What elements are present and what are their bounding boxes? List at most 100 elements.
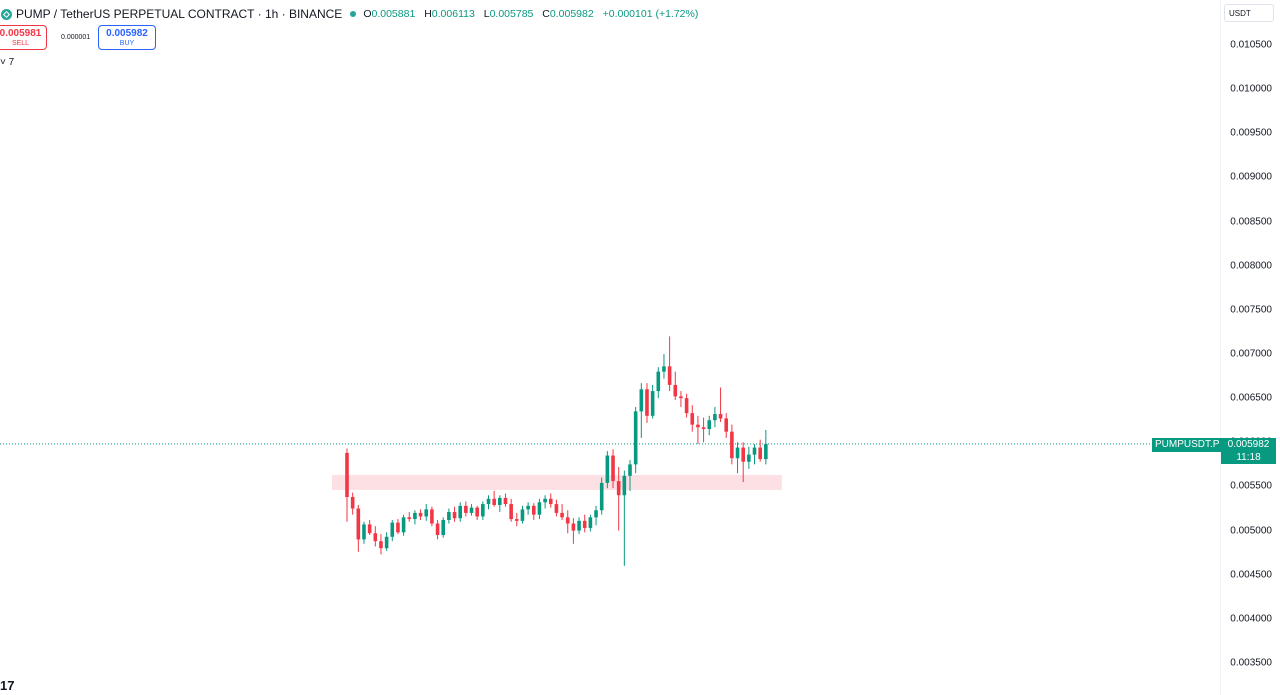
candle-body xyxy=(498,497,502,505)
sell-button[interactable]: 0.005981 SELL xyxy=(0,25,47,50)
candle-body xyxy=(543,498,547,503)
supply-zone-rectangle xyxy=(332,474,782,490)
sell-label: SELL xyxy=(11,39,30,47)
symbol-price-label: PUMPUSDT.P xyxy=(1152,438,1223,452)
buy-button[interactable]: 0.005982 BUY xyxy=(98,25,156,50)
candle-body xyxy=(582,520,587,528)
candle-body xyxy=(735,447,740,459)
bar-countdown: 11:18 xyxy=(1236,452,1261,463)
candle-body xyxy=(447,512,451,520)
indicators-toggle[interactable]: ˅ 7 xyxy=(0,57,15,68)
candle-body xyxy=(520,509,525,521)
candle-body xyxy=(577,520,581,531)
candle-body xyxy=(645,389,649,416)
price-tick-label: 0.008500 xyxy=(1230,216,1272,228)
candle-body xyxy=(464,505,468,513)
buy-label: BUY xyxy=(119,39,135,47)
candle-body xyxy=(594,510,598,518)
candle-body xyxy=(690,413,695,425)
candle-body xyxy=(633,411,638,465)
last-price-value: 0.005982 xyxy=(1227,439,1270,450)
candle-body xyxy=(356,508,361,540)
candle-body xyxy=(396,522,400,533)
price-axis[interactable]: 0.010500 0.010000 0.009500 0.009000 0.008500… xyxy=(1220,0,1280,695)
candle-body xyxy=(475,507,479,517)
candle-body xyxy=(611,455,615,482)
candle-body xyxy=(458,505,462,519)
price-tick-label: 0.007000 xyxy=(1230,348,1272,360)
candle-body xyxy=(537,502,542,515)
buy-price: 0.005982 xyxy=(106,27,148,39)
candle-body xyxy=(384,536,389,549)
price-tick-label: 0.010000 xyxy=(1230,83,1272,95)
ohlc-high: 0.006113 xyxy=(431,8,475,20)
candle-body xyxy=(684,398,689,414)
candlestick-chart[interactable] xyxy=(0,0,1220,695)
price-tick-label: 0.009000 xyxy=(1230,171,1272,183)
candle-body xyxy=(526,505,530,510)
ohlc-low: 0.005785 xyxy=(489,8,534,20)
price-tick-label: 0.004500 xyxy=(1230,569,1272,581)
ohlc-change: +0.000101 (+1.72%) xyxy=(602,8,699,20)
symbol-title[interactable]: PUMP / TetherUS PERPETUAL CONTRACT · 1h … xyxy=(16,7,343,21)
candle-body xyxy=(503,497,508,505)
candle-body xyxy=(362,524,366,540)
candle-body xyxy=(662,366,666,372)
candle-body xyxy=(713,414,717,421)
candle-body xyxy=(401,517,406,533)
spread-value: 0.000001 xyxy=(61,34,91,41)
candle-body xyxy=(701,427,706,430)
candle-body xyxy=(435,523,440,535)
candle-body xyxy=(554,504,559,513)
candle-body xyxy=(350,497,355,509)
candle-body xyxy=(707,420,712,430)
ohlc-close-label: C xyxy=(542,8,550,20)
candle-body xyxy=(639,389,644,412)
candle-body xyxy=(492,498,496,505)
candle-body xyxy=(628,464,632,476)
ohlc-low-label: L xyxy=(483,8,490,20)
candle-body xyxy=(650,391,655,416)
candle-body xyxy=(469,507,474,513)
candle-body xyxy=(373,533,378,542)
candle-body xyxy=(673,384,678,397)
tradingview-logo-icon[interactable]: 17 xyxy=(0,678,15,693)
candle-body xyxy=(718,414,723,419)
candle-body xyxy=(616,481,621,496)
candle-body xyxy=(367,524,372,534)
ohlc-open-label: O xyxy=(363,8,372,20)
candle-body xyxy=(588,517,593,528)
candle-body xyxy=(679,396,683,399)
price-tick-label: 0.006500 xyxy=(1230,392,1272,404)
ohlc-legend: O0.005881 H0.006113 L0.005785 C0.005982 … xyxy=(363,8,698,20)
candle-body xyxy=(730,431,734,459)
candle-body xyxy=(599,482,604,511)
market-status-icon[interactable] xyxy=(350,11,357,17)
symbol-header: PUMP / TetherUS PERPETUAL CONTRACT · 1h … xyxy=(0,6,698,22)
candle-body xyxy=(752,447,757,455)
pump-logo-icon xyxy=(1,8,12,20)
ohlc-open: 0.005881 xyxy=(371,8,416,20)
candle-body xyxy=(441,519,446,535)
candle-body xyxy=(486,498,491,505)
candle-body xyxy=(390,522,395,537)
chart-area[interactable] xyxy=(0,0,1220,695)
price-tick-label: 0.009500 xyxy=(1230,127,1272,139)
price-tick-label: 0.005000 xyxy=(1230,525,1272,537)
candle-body xyxy=(724,418,729,432)
ohlc-high-label: H xyxy=(424,8,432,20)
candle-body xyxy=(345,452,349,498)
currency-selector[interactable]: USDT xyxy=(1224,4,1274,22)
candle-body xyxy=(424,509,429,517)
price-tick-label: 0.007500 xyxy=(1230,304,1272,316)
candle-body xyxy=(413,512,417,520)
candle-body xyxy=(571,523,576,531)
ohlc-close: 0.005982 xyxy=(549,8,594,20)
candle-body xyxy=(481,504,485,517)
candle-body xyxy=(560,512,564,518)
candle-body xyxy=(531,505,536,515)
candle-body xyxy=(605,455,610,483)
price-tick-label: 0.010500 xyxy=(1230,39,1272,51)
candle-body xyxy=(430,509,434,524)
price-tick-label: 0.004000 xyxy=(1230,613,1272,625)
